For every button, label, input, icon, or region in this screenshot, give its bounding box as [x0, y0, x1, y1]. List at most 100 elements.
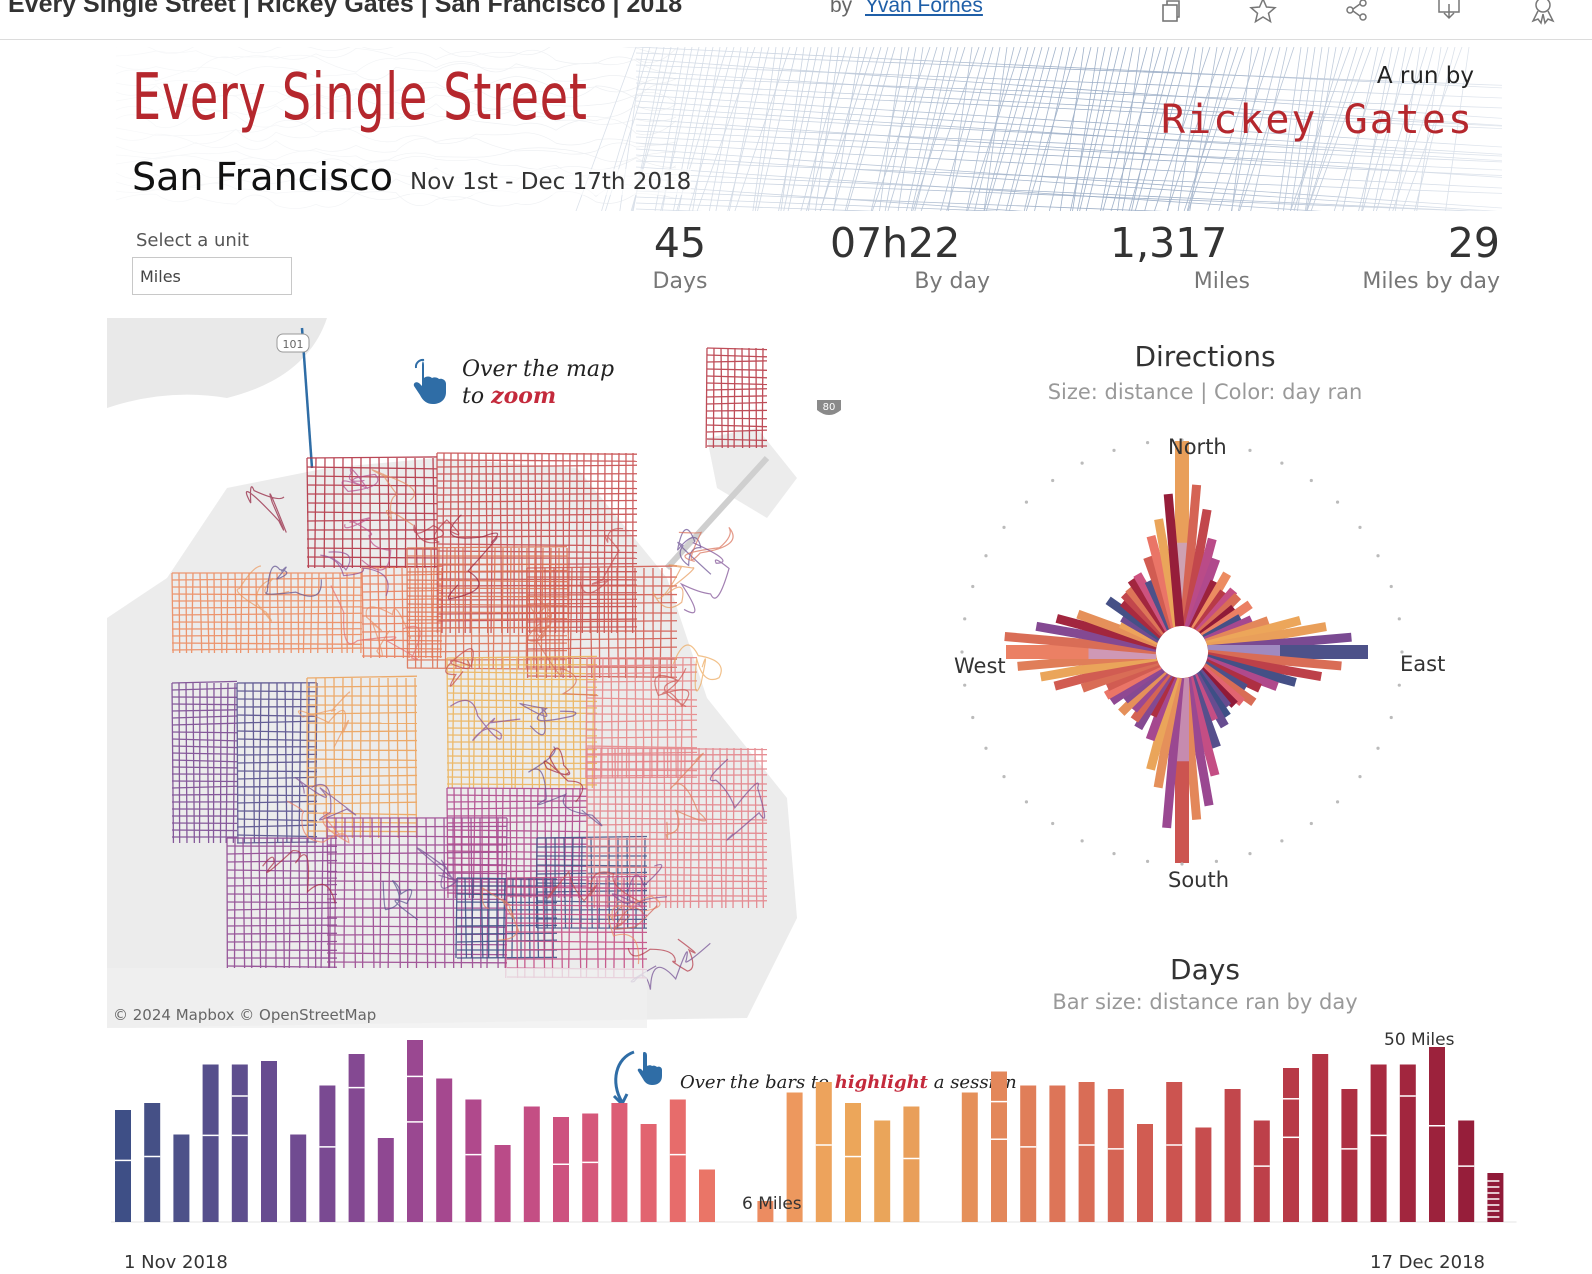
- day-bar[interactable]: [494, 1145, 511, 1222]
- download-icon[interactable]: [1434, 0, 1464, 26]
- day-bar[interactable]: [699, 1169, 715, 1223]
- day-bar[interactable]: [1195, 1127, 1212, 1223]
- directions-title: Directions: [1134, 340, 1276, 373]
- title-banner: Every Single Street San Francisco Nov 1s…: [116, 47, 1502, 211]
- day-bar[interactable]: [991, 1071, 1007, 1223]
- day-bar[interactable]: [1458, 1120, 1475, 1223]
- day-bar[interactable]: [961, 1092, 978, 1223]
- day-bar[interactable]: [407, 1040, 423, 1222]
- day-bar[interactable]: [115, 1110, 131, 1222]
- neighborhood-route-grid[interactable]: [361, 565, 443, 659]
- winding-route: [627, 938, 696, 972]
- kpi-value: 29: [1447, 219, 1500, 267]
- day-bar[interactable]: [1370, 1064, 1387, 1223]
- day-bar[interactable]: [377, 1138, 394, 1222]
- days-subtitle: Bar size: distance ran by day: [1052, 990, 1358, 1014]
- day-bar[interactable]: [465, 1099, 482, 1223]
- day-bar[interactable]: [202, 1064, 219, 1223]
- hint-text: Over the bars to: [680, 1072, 829, 1093]
- kpi-label: Miles: [1193, 269, 1250, 294]
- neighborhood-route-grid[interactable]: [171, 680, 238, 844]
- day-bar[interactable]: [1166, 1082, 1183, 1222]
- winding-route: [678, 526, 734, 562]
- day-bar[interactable]: [1107, 1089, 1124, 1222]
- day-bar[interactable]: [1429, 1047, 1445, 1222]
- radial-bars[interactable]: [1004, 441, 1368, 863]
- day-bar[interactable]: [845, 1103, 861, 1222]
- day-bar[interactable]: [523, 1106, 540, 1223]
- day-bar[interactable]: [290, 1134, 307, 1223]
- day-bar[interactable]: [231, 1064, 248, 1223]
- author-link[interactable]: Yvan Fornes: [865, 0, 983, 17]
- days-title: Days: [1170, 953, 1240, 986]
- day-bar[interactable]: [786, 1092, 803, 1223]
- day-bar[interactable]: [1020, 1085, 1037, 1223]
- route-map-canvas[interactable]: 101 80: [107, 318, 887, 1028]
- day-bar[interactable]: [640, 1124, 657, 1222]
- day-bar[interactable]: [319, 1085, 336, 1223]
- route-map[interactable]: 101 80: [107, 318, 887, 1028]
- winding-route: [330, 585, 421, 661]
- kpi-value: 1,317: [1110, 219, 1228, 267]
- winding-route: [371, 469, 415, 526]
- day-bar[interactable]: [436, 1078, 453, 1223]
- banner-fade: [116, 47, 1502, 211]
- day-bar[interactable]: [1341, 1089, 1358, 1222]
- share-icon[interactable]: [1342, 0, 1372, 26]
- favorite-star-icon[interactable]: [1248, 0, 1278, 26]
- day-bar[interactable]: [348, 1054, 365, 1222]
- day-bar[interactable]: [815, 1082, 832, 1222]
- winding-route: [382, 879, 419, 921]
- winding-route: [528, 746, 603, 827]
- day-bar[interactable]: [1399, 1064, 1416, 1223]
- day-bar[interactable]: [1312, 1054, 1329, 1222]
- day-bar[interactable]: [1253, 1120, 1270, 1223]
- day-bar[interactable]: [582, 1113, 599, 1223]
- direction-bar[interactable]: [1163, 493, 1185, 627]
- hint-line: Over the map: [462, 357, 615, 382]
- day-bar[interactable]: [173, 1134, 190, 1223]
- day-bar[interactable]: [1049, 1085, 1066, 1223]
- kpi-value: 07h22: [830, 219, 961, 267]
- copy-icon[interactable]: [1156, 0, 1186, 26]
- day-bar[interactable]: [144, 1103, 161, 1222]
- day-bar[interactable]: [669, 1099, 686, 1223]
- neighborhood-route-grid[interactable]: [705, 347, 768, 449]
- runner-name: Rickey Gates: [1161, 97, 1474, 143]
- neighborhood-route-grid[interactable]: [505, 875, 648, 979]
- badge-icon[interactable]: [1528, 0, 1558, 26]
- neighborhood-route-grid[interactable]: [446, 655, 598, 789]
- neighborhood-route-grid[interactable]: [526, 565, 678, 679]
- winding-route: [519, 702, 577, 736]
- day-bar[interactable]: [1137, 1124, 1153, 1222]
- days-bar-chart[interactable]: [100, 1032, 1520, 1272]
- min-value-label: 6 Miles: [742, 1194, 802, 1214]
- banner-title: Every Single Street: [132, 61, 588, 135]
- day-bar[interactable]: [611, 1103, 628, 1222]
- day-bar[interactable]: [1283, 1068, 1299, 1222]
- winding-route: [413, 519, 460, 544]
- day-bar[interactable]: [874, 1120, 891, 1223]
- neighborhood-route-grid[interactable]: [326, 817, 508, 969]
- day-bar[interactable]: [903, 1106, 920, 1223]
- unit-dropdown[interactable]: Miles: [132, 257, 292, 295]
- day-bar[interactable]: [757, 1201, 774, 1222]
- day-bar[interactable]: [553, 1117, 569, 1222]
- neighborhood-route-grid[interactable]: [171, 572, 363, 654]
- bay-bridge: [664, 455, 770, 571]
- hint-emphasis: zoom: [491, 383, 557, 409]
- winding-route: [611, 864, 668, 907]
- day-bar[interactable]: [1224, 1089, 1241, 1222]
- neighborhood-route-grid[interactable]: [306, 675, 418, 839]
- winding-route: [527, 622, 599, 697]
- highway-101-shield: 101: [276, 333, 310, 353]
- day-bar[interactable]: [1487, 1173, 1504, 1222]
- kpi-days: 45 Days: [620, 218, 740, 296]
- day-bar[interactable]: [1078, 1082, 1095, 1222]
- day-bar[interactable]: [261, 1061, 277, 1222]
- winding-route: [543, 747, 584, 803]
- highway-80-shield: 80: [817, 400, 841, 415]
- neighborhood-route-grid[interactable]: [236, 682, 318, 844]
- directions-radial-chart[interactable]: [960, 430, 1450, 890]
- winding-route: [672, 644, 722, 692]
